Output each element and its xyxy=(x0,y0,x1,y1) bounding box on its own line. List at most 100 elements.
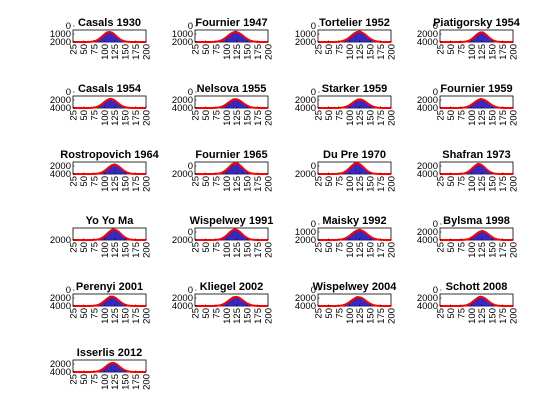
histogram-bar xyxy=(482,100,484,109)
histogram-bar xyxy=(232,230,234,241)
histogram-bar xyxy=(354,298,356,307)
y-tick-label: 1000 xyxy=(295,227,316,238)
x-tick-label: 125 xyxy=(110,374,121,390)
subplot-title: Perenyi 2001 xyxy=(76,281,143,293)
x-tick-label: 50 xyxy=(446,44,457,55)
x-tick-label: 25 xyxy=(314,110,325,121)
y-tick-label: 2000 xyxy=(417,29,438,40)
histogram-bar xyxy=(110,364,112,373)
subplot-title: Bylsma 1998 xyxy=(443,215,510,227)
x-tick-label: 200 xyxy=(387,242,398,258)
x-tick-label: 175 xyxy=(376,308,387,324)
x-tick-label: 25 xyxy=(191,110,202,121)
x-tick-label: 100 xyxy=(467,308,478,324)
x-tick-label: 25 xyxy=(191,308,202,319)
x-tick-label: 25 xyxy=(314,44,325,55)
x-tick-label: 200 xyxy=(264,44,275,60)
x-tick-label: 100 xyxy=(100,44,111,60)
x-tick-label: 175 xyxy=(376,110,387,126)
x-tick-label: 200 xyxy=(509,176,520,192)
x-tick-label: 150 xyxy=(366,44,377,60)
x-tick-label: 150 xyxy=(243,242,254,258)
x-tick-label: 25 xyxy=(191,242,202,253)
histogram-bar xyxy=(238,34,241,43)
histogram-bar xyxy=(477,100,479,109)
fit-curve xyxy=(73,30,146,43)
histogram-bar xyxy=(356,230,359,241)
fit-curve xyxy=(440,31,513,43)
x-tick-label: 150 xyxy=(243,176,254,192)
histogram-bar xyxy=(106,298,109,307)
histogram-bar xyxy=(360,100,362,109)
y-tick-label: 0 xyxy=(188,227,193,238)
x-tick-label: 125 xyxy=(477,110,488,126)
subplot-title: Shafran 1973 xyxy=(442,149,510,161)
y-tick-label: 2000 xyxy=(295,293,316,304)
x-tick-label: 100 xyxy=(100,242,111,258)
fit-curve xyxy=(318,98,391,109)
subplot-title: Casals 1930 xyxy=(78,17,141,29)
histogram-bar xyxy=(354,231,356,241)
histogram-bar xyxy=(482,298,484,307)
x-tick-label: 25 xyxy=(314,242,325,253)
y-tick-label: 2000 xyxy=(295,95,316,106)
x-tick-label: 150 xyxy=(121,176,132,192)
x-tick-label: 150 xyxy=(243,44,254,60)
y-tick-label: 4000 xyxy=(417,169,438,180)
x-tick-label: 50 xyxy=(201,242,212,253)
x-tick-label: 150 xyxy=(243,110,254,126)
y-tick-label: 0 xyxy=(433,285,438,296)
x-tick-label: 75 xyxy=(211,176,222,187)
histogram-bar xyxy=(360,230,362,241)
x-tick-label: 125 xyxy=(355,110,366,126)
x-tick-label: 150 xyxy=(366,176,377,192)
x-tick-label: 125 xyxy=(110,44,121,60)
x-tick-label: 75 xyxy=(89,374,100,385)
x-tick-label: 50 xyxy=(324,44,335,55)
x-tick-label: 25 xyxy=(69,374,80,385)
histogram-bar xyxy=(483,298,486,307)
y-tick-label: 0 xyxy=(188,285,193,296)
x-tick-label: 125 xyxy=(110,242,121,258)
histogram-bar xyxy=(109,231,111,241)
x-tick-label: 150 xyxy=(243,308,254,324)
histogram-bar xyxy=(115,364,117,373)
y-tick-label: 4000 xyxy=(50,103,71,114)
x-tick-label: 150 xyxy=(488,308,499,324)
y-tick-label: 0 xyxy=(311,21,316,32)
subplot-title: Yo Yo Ma xyxy=(86,215,135,227)
x-tick-label: 125 xyxy=(232,308,243,324)
subplot-title: Kliegel 2002 xyxy=(200,281,264,293)
x-tick-label: 100 xyxy=(345,44,356,60)
fit-curve xyxy=(318,162,391,175)
fit-curve xyxy=(195,228,268,241)
y-tick-label: 0 xyxy=(66,21,71,32)
y-tick-label: 4000 xyxy=(50,169,71,180)
x-tick-label: 175 xyxy=(498,110,509,126)
x-tick-label: 125 xyxy=(355,308,366,324)
x-tick-label: 175 xyxy=(131,374,142,390)
x-tick-label: 150 xyxy=(366,110,377,126)
x-tick-label: 175 xyxy=(253,242,264,258)
fit-curve xyxy=(318,296,391,307)
histogram-bar xyxy=(237,32,239,43)
x-tick-label: 25 xyxy=(436,176,447,187)
x-tick-label: 100 xyxy=(222,308,233,324)
y-tick-label: 2000 xyxy=(295,37,316,48)
y-tick-label: 0 xyxy=(66,87,71,98)
x-tick-label: 25 xyxy=(69,176,80,187)
x-tick-label: 50 xyxy=(446,308,457,319)
x-tick-label: 25 xyxy=(314,176,325,187)
x-tick-label: 150 xyxy=(488,44,499,60)
fit-curve xyxy=(195,98,268,109)
x-tick-label: 200 xyxy=(387,110,398,126)
histogram-bar xyxy=(357,296,360,307)
x-tick-label: 150 xyxy=(121,374,132,390)
histogram-bar xyxy=(233,164,236,175)
y-tick-label: 4000 xyxy=(417,235,438,246)
x-tick-label: 200 xyxy=(387,308,398,324)
